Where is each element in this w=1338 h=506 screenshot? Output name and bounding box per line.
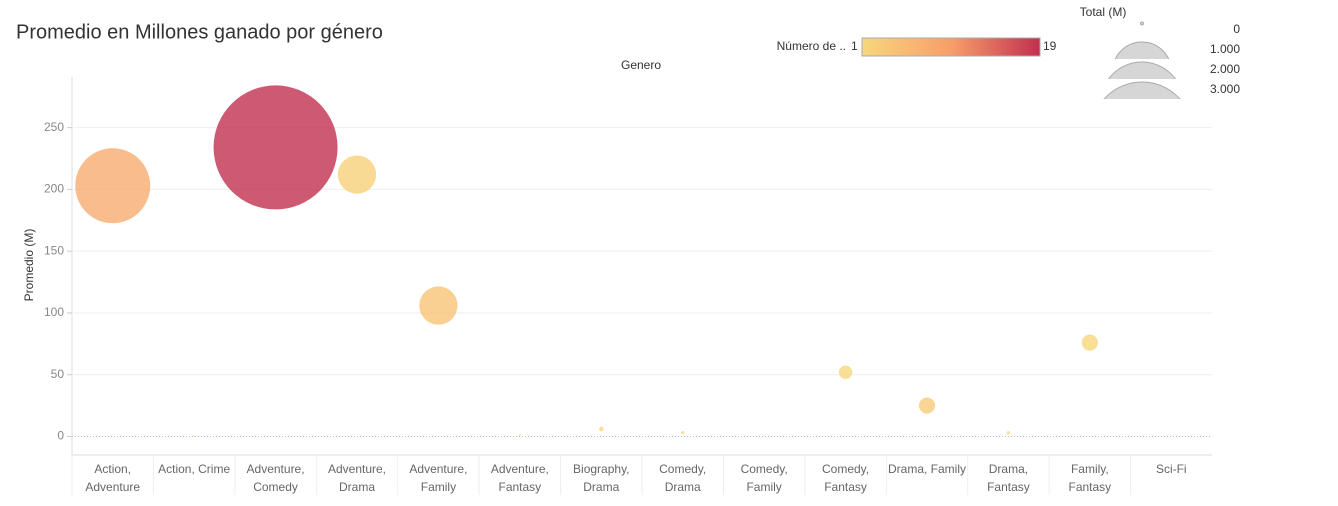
x-tick-label: Adventure, Drama	[327, 462, 387, 494]
chart-title: Promedio en Millones ganado por género	[16, 21, 383, 43]
y-axis-title: Promedio (M)	[22, 229, 36, 302]
x-tick-label: Adventure, Comedy	[246, 462, 305, 494]
x-tick-label: Family, Fantasy	[1068, 462, 1112, 494]
bubble	[1170, 435, 1172, 437]
bubble	[1006, 431, 1011, 435]
bubble	[518, 434, 521, 437]
size-legend-label: 3.000	[1210, 82, 1240, 96]
x-axis-title: Genero	[621, 58, 661, 72]
x-tick-label: Adventure, Fantasy	[490, 462, 549, 494]
y-tick-label: 150	[44, 243, 64, 257]
bubble	[213, 85, 338, 210]
x-tick-label: Comedy, Fantasy	[821, 462, 870, 494]
color-legend-bar	[861, 37, 1041, 57]
x-tick-label: Adventure, Family	[409, 462, 468, 494]
size-legend-label: 2.000	[1210, 62, 1240, 76]
y-tick-label: 50	[51, 367, 65, 381]
bubble	[838, 365, 853, 379]
y-tick-label: 100	[44, 305, 64, 319]
bubble	[419, 286, 458, 325]
color-legend-title: Número de ..	[777, 39, 846, 53]
x-tick-label: Biography, Drama	[573, 462, 630, 494]
color-legend-label: 1	[851, 39, 858, 53]
x-tick-label: Action, Adventure	[85, 462, 141, 494]
x-tick-label: Sci-Fi	[1155, 462, 1187, 476]
color-legend-label: 19	[1043, 39, 1057, 53]
bubble	[75, 148, 151, 224]
size-legend-title: Total (M)	[1080, 5, 1127, 19]
bubble	[599, 426, 604, 432]
y-tick-label: 200	[44, 182, 64, 196]
y-tick-label: 0	[57, 429, 64, 443]
bubble	[337, 155, 377, 194]
size-legend-mark	[1140, 21, 1144, 26]
y-tick-label: 250	[44, 120, 64, 134]
x-tick-label: Drama, Family	[887, 462, 966, 476]
size-legend-label: 1.000	[1210, 42, 1240, 56]
size-legend-mark	[1114, 41, 1170, 59]
size-legend-mark	[1107, 61, 1177, 79]
size-legend-label: 0	[1233, 22, 1240, 36]
x-tick-label: Action, Crime	[158, 462, 231, 476]
size-legend-mark	[1103, 81, 1181, 99]
bubble	[763, 435, 765, 437]
x-tick-label: Comedy, Family	[740, 462, 788, 494]
bubble	[681, 431, 685, 435]
x-tick-label: Drama, Fantasy	[987, 462, 1030, 494]
bubble	[1081, 334, 1098, 351]
x-tick-label: Comedy, Drama	[659, 462, 707, 494]
bubble	[918, 397, 936, 414]
bubble	[193, 435, 195, 437]
